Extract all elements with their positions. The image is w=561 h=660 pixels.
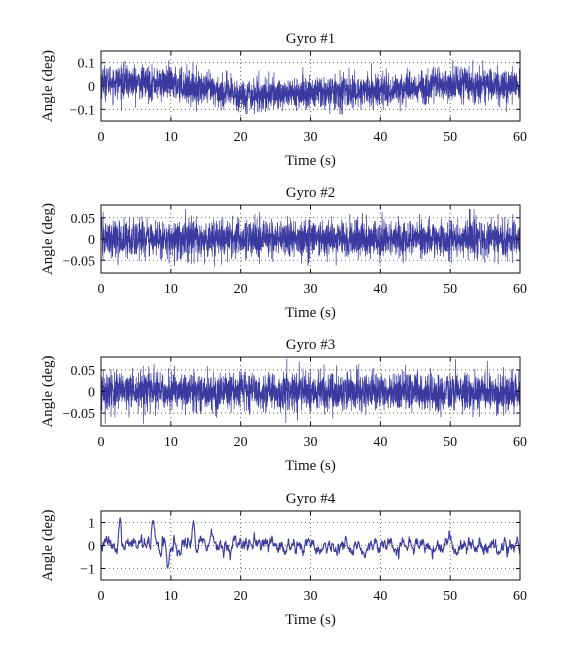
y-axis-label: Angle (deg) xyxy=(40,509,56,581)
x-tick-label: 20 xyxy=(234,589,248,604)
y-tick-label: 0 xyxy=(88,540,95,555)
x-tick-label: 40 xyxy=(373,282,387,297)
series-line xyxy=(100,208,521,267)
x-tick-label: 30 xyxy=(304,589,318,604)
y-tick-label: 1 xyxy=(88,517,95,532)
x-tick-label: 20 xyxy=(234,130,248,145)
y-tick-label: 0 xyxy=(88,386,95,401)
series-line xyxy=(100,59,521,115)
chart-title: Gyro #2 xyxy=(286,185,336,201)
x-tick-label: 10 xyxy=(164,282,178,297)
x-tick-label: 10 xyxy=(164,589,178,604)
y-tick-label: −0.05 xyxy=(63,254,95,269)
x-tick-label: 40 xyxy=(373,589,387,604)
chart-title: Gyro #4 xyxy=(286,491,336,507)
x-tick-label: 30 xyxy=(304,130,318,145)
x-tick-label: 0 xyxy=(98,282,105,297)
x-axis-label: Time (s) xyxy=(285,612,336,628)
y-tick-label: −0.05 xyxy=(63,407,95,422)
x-axis-label: Time (s) xyxy=(285,305,336,321)
x-tick-label: 50 xyxy=(443,282,457,297)
chart-title: Gyro #3 xyxy=(286,337,336,353)
x-tick-label: 50 xyxy=(443,130,457,145)
y-axis-label: Angle (deg) xyxy=(40,50,56,122)
x-axis-label: Time (s) xyxy=(285,458,336,474)
x-tick-label: 40 xyxy=(373,435,387,450)
y-axis-label: Angle (deg) xyxy=(40,203,56,275)
x-tick-label: 10 xyxy=(164,130,178,145)
x-tick-label: 0 xyxy=(98,435,105,450)
y-tick-label: 0 xyxy=(88,80,95,95)
x-tick-label: 60 xyxy=(513,435,527,450)
grid xyxy=(101,205,520,273)
series-line xyxy=(100,358,521,425)
y-tick-label: 0 xyxy=(88,233,95,248)
x-tick-label: 20 xyxy=(234,435,248,450)
chart-title: Gyro #1 xyxy=(286,31,336,47)
x-tick-label: 10 xyxy=(164,435,178,450)
x-tick-label: 60 xyxy=(513,589,527,604)
x-tick-label: 50 xyxy=(443,435,457,450)
x-axis-label: Time (s) xyxy=(285,153,336,169)
x-tick-label: 20 xyxy=(234,282,248,297)
y-axis-label: Angle (deg) xyxy=(40,355,56,427)
y-tick-label: 0.1 xyxy=(78,57,96,72)
y-tick-label: 0.05 xyxy=(71,212,96,227)
series-line xyxy=(100,517,521,569)
x-tick-label: 30 xyxy=(304,435,318,450)
x-tick-label: 60 xyxy=(513,282,527,297)
x-tick-label: 0 xyxy=(98,589,105,604)
x-tick-label: 60 xyxy=(513,130,527,145)
y-tick-label: −1 xyxy=(80,563,95,578)
x-tick-label: 40 xyxy=(373,130,387,145)
y-tick-label: 0.05 xyxy=(71,364,96,379)
x-tick-label: 50 xyxy=(443,589,457,604)
x-tick-label: 0 xyxy=(98,130,105,145)
y-tick-label: −0.1 xyxy=(70,103,95,118)
x-tick-label: 30 xyxy=(304,282,318,297)
